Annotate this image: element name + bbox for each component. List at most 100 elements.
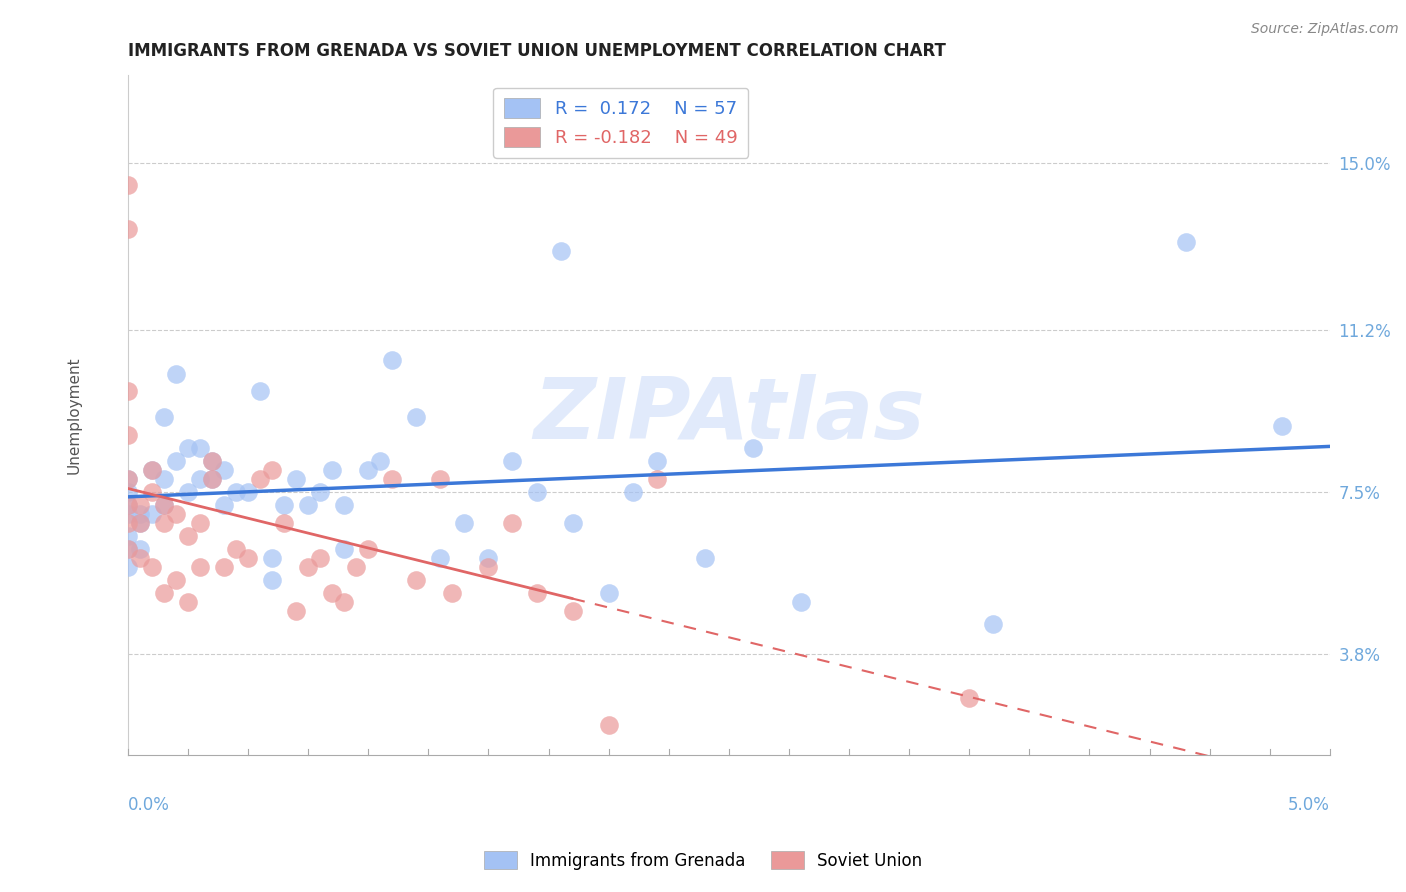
Point <box>741 441 763 455</box>
Point <box>212 498 235 512</box>
Point <box>165 367 187 381</box>
Point <box>273 516 295 530</box>
Point <box>368 454 391 468</box>
Point <box>526 586 548 600</box>
Point <box>165 573 187 587</box>
Point <box>598 586 620 600</box>
Point <box>153 516 176 530</box>
Point <box>117 507 139 521</box>
Point <box>177 485 200 500</box>
Point <box>297 559 319 574</box>
Point <box>201 454 224 468</box>
Point <box>128 550 150 565</box>
Point <box>598 717 620 731</box>
Point <box>201 472 224 486</box>
Point <box>117 472 139 486</box>
Point <box>177 595 200 609</box>
Point <box>117 221 139 235</box>
Point <box>117 529 139 543</box>
Point <box>141 507 163 521</box>
Point <box>405 410 427 425</box>
Point <box>117 384 139 399</box>
Point <box>344 559 367 574</box>
Point <box>381 353 404 368</box>
Point <box>201 472 224 486</box>
Point <box>501 516 523 530</box>
Point <box>128 516 150 530</box>
Point <box>177 441 200 455</box>
Text: 0.0%: 0.0% <box>128 797 170 814</box>
Point <box>693 550 716 565</box>
Point <box>117 542 139 557</box>
Point <box>957 691 980 706</box>
Point <box>249 384 271 399</box>
Point <box>357 463 380 477</box>
Point <box>212 463 235 477</box>
Point <box>225 542 247 557</box>
Point <box>260 550 283 565</box>
Point <box>981 616 1004 631</box>
Point <box>309 550 332 565</box>
Point <box>645 472 668 486</box>
Point <box>141 463 163 477</box>
Point <box>333 498 356 512</box>
Point <box>153 410 176 425</box>
Point <box>260 463 283 477</box>
Point <box>201 454 224 468</box>
Point <box>453 516 475 530</box>
Point <box>321 463 343 477</box>
Point <box>621 485 644 500</box>
Point <box>405 573 427 587</box>
Text: Unemployment: Unemployment <box>66 357 82 474</box>
Point <box>1271 419 1294 434</box>
Point <box>477 550 499 565</box>
Point <box>429 472 451 486</box>
Point <box>128 542 150 557</box>
Point <box>333 595 356 609</box>
Point <box>561 603 583 617</box>
Point <box>117 498 139 512</box>
Text: Source: ZipAtlas.com: Source: ZipAtlas.com <box>1251 22 1399 37</box>
Point <box>285 472 308 486</box>
Point <box>128 516 150 530</box>
Point <box>188 441 211 455</box>
Point <box>141 559 163 574</box>
Point <box>117 428 139 442</box>
Point <box>165 454 187 468</box>
Point <box>188 472 211 486</box>
Point <box>441 586 464 600</box>
Point <box>321 586 343 600</box>
Point <box>790 595 813 609</box>
Point <box>212 559 235 574</box>
Point <box>501 454 523 468</box>
Point <box>177 529 200 543</box>
Point <box>260 573 283 587</box>
Point <box>153 498 176 512</box>
Point <box>526 485 548 500</box>
Point <box>1174 235 1197 249</box>
Point <box>249 472 271 486</box>
Point <box>165 507 187 521</box>
Point <box>333 542 356 557</box>
Point <box>236 550 259 565</box>
Point <box>117 498 139 512</box>
Point <box>273 498 295 512</box>
Point <box>117 472 139 486</box>
Point <box>429 550 451 565</box>
Text: ZIPAtlas: ZIPAtlas <box>533 374 925 457</box>
Point <box>561 516 583 530</box>
Point <box>141 463 163 477</box>
Legend: Immigrants from Grenada, Soviet Union: Immigrants from Grenada, Soviet Union <box>477 845 929 877</box>
Point <box>297 498 319 512</box>
Point <box>357 542 380 557</box>
Point <box>236 485 259 500</box>
Point <box>225 485 247 500</box>
Point <box>153 498 176 512</box>
Text: 5.0%: 5.0% <box>1288 797 1330 814</box>
Point <box>141 485 163 500</box>
Point <box>285 603 308 617</box>
Point <box>117 559 139 574</box>
Point <box>477 559 499 574</box>
Point <box>153 586 176 600</box>
Point <box>117 485 139 500</box>
